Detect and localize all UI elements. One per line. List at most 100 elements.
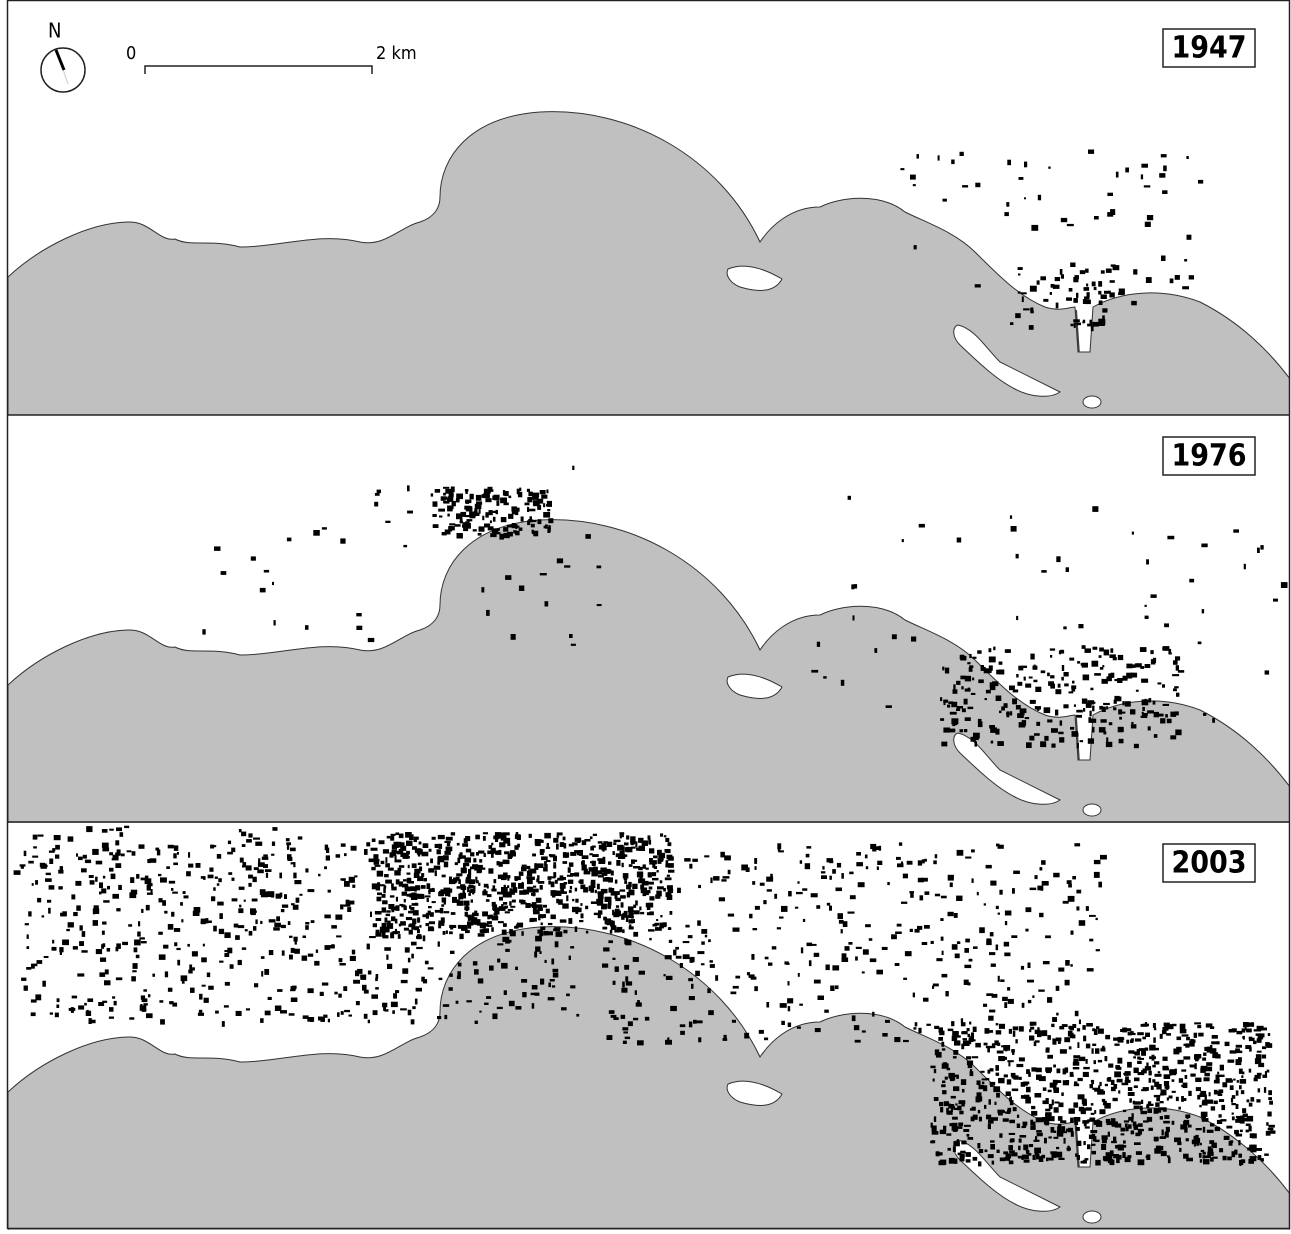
- building: [1100, 667, 1103, 670]
- building: [1163, 166, 1167, 172]
- building: [305, 868, 308, 872]
- building: [551, 915, 556, 920]
- building: [940, 718, 944, 721]
- building: [87, 998, 93, 1002]
- building: [1063, 1080, 1069, 1085]
- building: [1194, 1144, 1196, 1146]
- building: [1240, 1079, 1246, 1084]
- building: [1020, 1135, 1027, 1138]
- building: [710, 878, 712, 884]
- building: [101, 888, 106, 893]
- building: [942, 1090, 946, 1094]
- building: [999, 1024, 1005, 1029]
- building: [615, 966, 619, 972]
- building: [1011, 526, 1017, 532]
- building: [1015, 1039, 1017, 1043]
- building: [570, 886, 572, 889]
- building: [370, 912, 372, 917]
- building: [1160, 1034, 1163, 1039]
- building: [1007, 987, 1010, 991]
- building: [1047, 1035, 1051, 1040]
- building: [1136, 690, 1139, 692]
- building: [1056, 986, 1060, 991]
- building: [850, 895, 856, 899]
- building: [580, 885, 585, 890]
- building: [1058, 968, 1064, 972]
- building: [25, 923, 29, 925]
- building: [665, 849, 671, 852]
- building: [265, 869, 272, 872]
- building: [515, 967, 518, 971]
- building: [1091, 702, 1095, 704]
- building: [446, 837, 453, 841]
- building: [497, 943, 503, 945]
- building: [977, 650, 981, 654]
- building: [217, 902, 224, 906]
- building: [109, 1007, 114, 1012]
- building: [1040, 276, 1046, 280]
- building: [251, 556, 256, 560]
- building: [479, 859, 482, 863]
- building: [1033, 1155, 1036, 1160]
- building: [895, 963, 900, 966]
- building: [344, 881, 350, 887]
- building: [99, 882, 103, 888]
- building: [1141, 174, 1143, 179]
- building: [419, 925, 421, 928]
- building: [505, 949, 510, 952]
- building: [1231, 1098, 1233, 1103]
- building: [391, 1002, 398, 1007]
- building: [1002, 997, 1008, 1001]
- building: [1264, 1154, 1269, 1156]
- building: [1033, 1122, 1036, 1127]
- building: [503, 902, 507, 905]
- building: [986, 690, 991, 694]
- building: [164, 911, 167, 914]
- building: [1175, 275, 1180, 280]
- building: [1257, 1038, 1262, 1043]
- building: [1249, 1038, 1255, 1041]
- building: [1036, 722, 1040, 726]
- building: [680, 1031, 685, 1035]
- building: [1019, 1026, 1024, 1031]
- building: [575, 888, 577, 892]
- building: [372, 839, 376, 843]
- building: [1094, 1060, 1097, 1064]
- building: [1199, 1153, 1202, 1158]
- building: [593, 834, 597, 836]
- building: [1118, 1038, 1124, 1043]
- building: [862, 971, 865, 973]
- building: [642, 840, 649, 846]
- building: [1051, 744, 1055, 748]
- building: [841, 680, 845, 686]
- building: [1032, 995, 1034, 998]
- building: [1116, 1067, 1121, 1070]
- building: [377, 882, 380, 885]
- building: [405, 856, 410, 859]
- building: [563, 837, 566, 841]
- building: [606, 923, 613, 926]
- building: [1073, 1102, 1078, 1107]
- building: [490, 520, 492, 523]
- building: [1009, 686, 1015, 691]
- building: [1044, 707, 1051, 713]
- building: [779, 917, 784, 919]
- building: [961, 1141, 966, 1145]
- building: [1154, 1028, 1156, 1031]
- building: [1029, 325, 1034, 330]
- building: [846, 948, 850, 950]
- building: [613, 981, 616, 985]
- building: [403, 545, 407, 547]
- building: [14, 870, 21, 875]
- building: [1198, 1033, 1203, 1037]
- building: [288, 921, 291, 925]
- building: [780, 1003, 787, 1008]
- building: [637, 1040, 644, 1045]
- building: [260, 1018, 264, 1023]
- building: [1248, 1159, 1254, 1164]
- building: [1211, 1041, 1217, 1044]
- building: [1092, 661, 1099, 667]
- building: [1099, 706, 1103, 710]
- building: [988, 1154, 994, 1158]
- building: [1133, 1056, 1136, 1058]
